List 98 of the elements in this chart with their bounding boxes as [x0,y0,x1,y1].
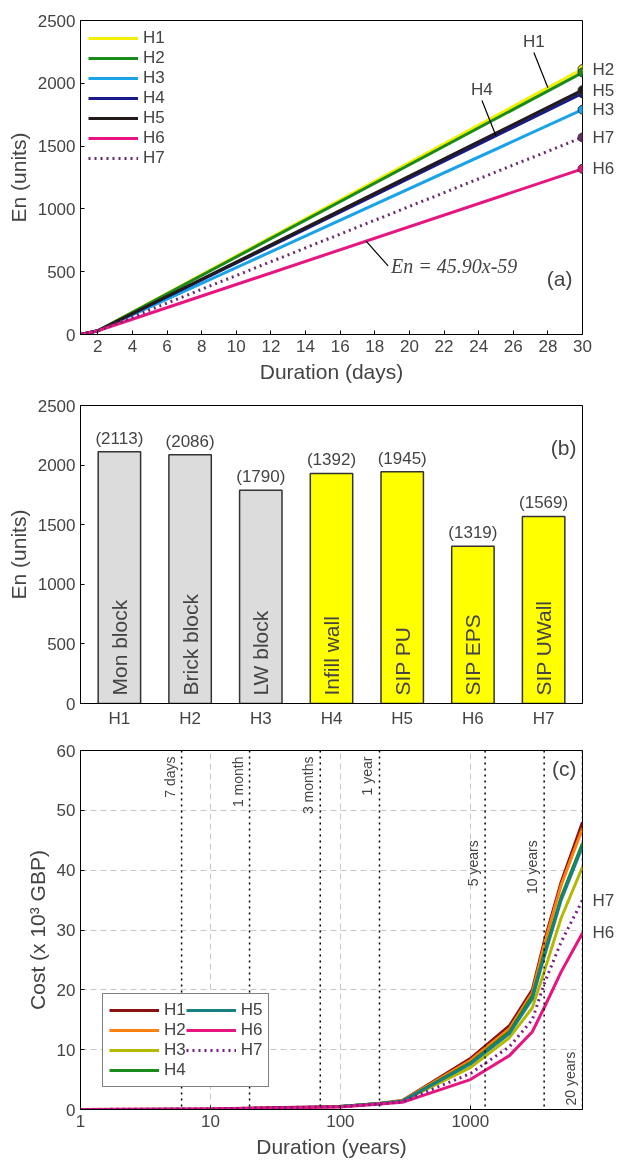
annotation: En = 45.90x-59 [390,254,518,277]
data-label: (1945) [377,448,427,468]
x-tick-label: 1000 [451,1111,490,1131]
x-tick-label: 4 [127,336,138,356]
y-tick-label: 0 [66,1100,76,1120]
x-tick-label: H7 [532,708,555,728]
y-tick-label: 1500 [37,137,76,157]
y-tick-label: 1000 [37,575,76,595]
ref-line-label: 1 year [359,756,376,796]
y-tick-label: 40 [56,861,76,881]
x-tick-label: 30 [573,336,592,356]
y-tick-label: 60 [56,741,76,761]
x-tick-label: 10 [200,1111,220,1131]
x-tick-label: 12 [261,336,281,356]
x-tick-label: H6 [462,708,484,728]
legend-label: H7 [143,148,165,168]
legend-label: H6 [240,1020,263,1040]
x-tick-label: 20 [399,336,419,356]
x-tick-label: 1 [75,1111,86,1131]
legend-label: H6 [143,128,165,148]
x-axis-title: Duration (years) [256,1134,407,1158]
ref-line-label: 10 years [524,840,541,894]
y-tick-label: 30 [56,921,76,940]
y-tick-label: 2500 [37,396,76,416]
y-tick-label: 2000 [37,456,76,476]
y-tick-label: 10 [56,1040,76,1060]
legend-label: H2 [143,48,165,68]
annotation: H6 [592,159,615,179]
x-tick-label: 24 [469,336,489,356]
data-label: (1319) [448,523,498,543]
annotation: H7 [592,890,615,910]
annotation: (b) [550,435,577,459]
data-label: (2086) [165,431,215,451]
y-tick-label: 0 [66,325,76,345]
x-tick-label: 6 [162,336,172,356]
ref-line-label: 7 days [161,756,178,798]
y-tick-label: 2500 [37,11,76,31]
annotation: (c) [552,756,577,780]
annotation: Brick block [178,593,202,696]
y-axis-title: En (units) [6,132,30,223]
x-tick-label: 8 [196,336,207,356]
annotation: SIP PU [390,627,414,696]
y-tick-label: 0 [66,694,76,714]
x-tick-label: 18 [365,336,385,356]
x-tick-label: 22 [434,336,454,356]
annotation: Mon block [107,599,131,696]
y-tick-label: 500 [47,634,76,654]
y-axis-title: Cost (x 10³ GBP) [25,850,49,1010]
x-tick-label: H4 [320,708,343,728]
annotation: H4 [471,79,493,99]
legend-label: H1 [143,28,165,48]
annotation: H5 [592,80,615,100]
legend-label: H4 [143,88,165,108]
y-tick-label: 20 [56,980,76,1000]
legend-label: H2 [164,1020,186,1040]
annotation: (a) [546,266,573,290]
annotation: Infill wall [320,616,343,696]
x-tick-label: H2 [179,708,201,728]
data-label: (1569) [519,493,569,513]
annotation: H1 [523,31,545,51]
x-tick-label: 26 [503,336,523,356]
x-tick-label: 16 [330,336,350,356]
y-tick-label: 50 [56,801,76,821]
y-tick-label: 1500 [37,515,76,535]
x-tick-label: 14 [296,336,315,356]
ref-line-label: 1 month [229,756,246,808]
annotation: H6 [592,923,615,943]
legend-label: H1 [164,1000,186,1020]
ref-line-label: 3 months [300,756,317,815]
annotation: (1392) [306,450,357,470]
y-axis-title: En (units) [6,509,30,600]
annotation: H7 [592,127,615,147]
x-tick-label: 100 [326,1111,355,1131]
annotation: SIP EPS [461,614,485,696]
legend-label: H5 [240,1000,263,1020]
legend-label: H4 [164,1060,186,1080]
legend-label: H7 [240,1040,263,1060]
annotation: H3 [592,100,615,120]
x-axis-title: Duration (days) [259,359,404,383]
x-tick-label: 28 [538,336,558,356]
y-tick-label: 1000 [37,199,76,219]
legend-label: H3 [164,1040,186,1060]
annotation: H2 [592,59,615,79]
annotation: LW block [249,610,273,696]
legend-label: H3 [143,68,165,88]
y-tick-label: 2000 [37,74,76,94]
annotation: SIP UWall [532,600,556,696]
data-label: (2113) [95,428,144,448]
ref-line-label: 20 years [562,1051,579,1106]
data-label: (1790) [236,467,286,487]
x-tick-label: H1 [108,708,131,728]
y-tick-label: 500 [47,262,76,282]
x-tick-label: 10 [226,336,246,356]
legend-label: H5 [143,108,165,128]
ref-line-label: 5 years [465,840,482,887]
x-tick-label: 2 [93,336,103,356]
x-tick-label: H5 [391,708,414,728]
x-tick-label: H3 [249,708,272,728]
